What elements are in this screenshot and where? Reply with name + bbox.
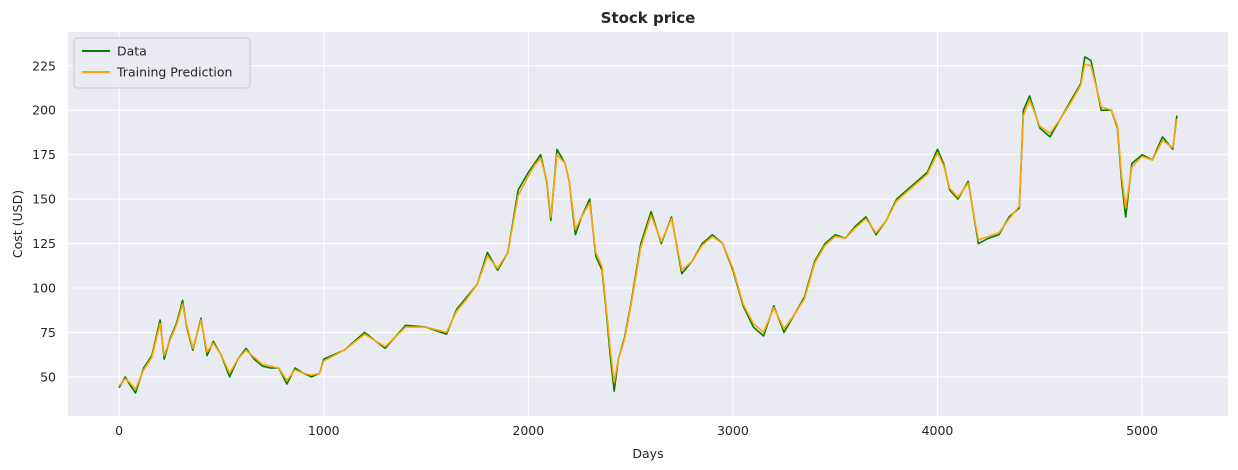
y-tick-label: 175 [32, 147, 56, 162]
x-tick-label: 3000 [717, 423, 749, 438]
series-layer [118, 56, 1178, 394]
legend-box [73, 37, 251, 89]
chart-title: Stock price [601, 9, 696, 27]
legend-label-training-prediction: Training Prediction [116, 65, 232, 80]
legend: Data Training Prediction [73, 37, 251, 89]
legend-label-data: Data [117, 44, 147, 59]
y-tick-label: 125 [32, 236, 56, 251]
x-axis-label: Days [632, 446, 663, 461]
x-tick-label: 4000 [922, 423, 954, 438]
y-tick-label: 75 [40, 325, 56, 340]
tick-labels: 0 1000 2000 3000 4000 5000 50 75 100 125 150 175 200… [32, 58, 1158, 438]
y-tick-label: 100 [32, 281, 56, 296]
x-tick-label: 5000 [1126, 423, 1158, 438]
grid [68, 32, 1228, 416]
x-tick-label: 0 [115, 423, 123, 438]
series-line-training-prediction [118, 63, 1178, 391]
y-tick-label: 50 [40, 369, 56, 384]
y-tick-label: 200 [32, 103, 56, 118]
x-tick-label: 1000 [308, 423, 340, 438]
y-tick-label: 150 [32, 192, 56, 207]
x-tick-label: 2000 [512, 423, 544, 438]
y-tick-label: 225 [32, 58, 56, 73]
y-axis-label: Cost (USD) [10, 190, 25, 258]
